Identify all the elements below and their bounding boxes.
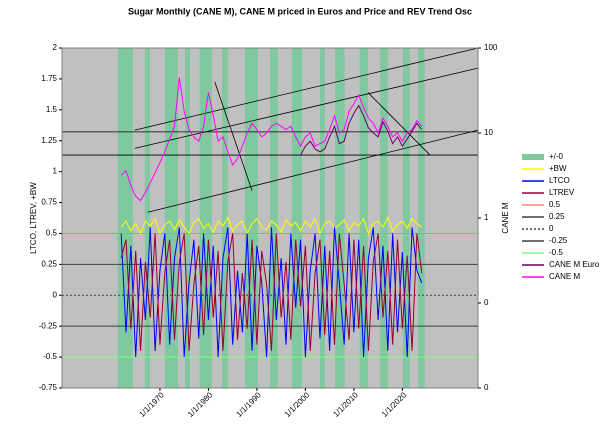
- trend-line: [214, 81, 253, 191]
- legend-label: 0: [549, 224, 554, 233]
- legend-label: CANE M Euro: [549, 260, 600, 269]
- x-tick-label: 1/1/2010: [331, 390, 360, 419]
- y-tick-label: 0.75: [41, 198, 57, 207]
- shade-band: [291, 48, 302, 388]
- trend-line: [134, 47, 479, 131]
- y2-axis-label: CANE M: [501, 202, 510, 233]
- legend-label: +BW: [549, 164, 567, 173]
- shade-band: [402, 48, 410, 388]
- y-axis-label: LTCO, LTREV, +BW: [29, 182, 38, 254]
- trend-line: [367, 92, 431, 156]
- legend-label: LTREV: [549, 188, 575, 197]
- shade-band: [199, 48, 212, 388]
- shade-band: [144, 48, 150, 388]
- y-tick-label: 1.75: [41, 74, 57, 83]
- y2-tick-label: 10: [484, 128, 493, 137]
- y-tick-label: 1.5: [46, 105, 58, 114]
- legend-label: LTCO: [549, 176, 570, 185]
- chart-title: Sugar Monthly (CANE M), CANE M priced in…: [128, 6, 472, 16]
- shade-band: [164, 48, 178, 388]
- y-tick-label: 0.5: [46, 229, 58, 238]
- x-tick-label: 1/1/1970: [137, 390, 166, 419]
- shade-band: [417, 48, 425, 388]
- y-tick-label: 1.25: [41, 136, 57, 145]
- series-line: [120, 227, 423, 358]
- series-line: [120, 77, 423, 202]
- y-tick-label: 0: [53, 290, 58, 299]
- y-tick-label: -0.25: [39, 321, 58, 330]
- x-tick-label: 1/1/1990: [234, 390, 263, 419]
- y2-tick-label: 0: [484, 298, 489, 307]
- y2-tick-label: 1: [484, 213, 489, 222]
- legend-label: 0.5: [549, 200, 561, 209]
- x-tick-label: 1/1/1980: [186, 390, 215, 419]
- shade-band: [334, 48, 345, 388]
- legend-label: +/-0: [549, 152, 564, 161]
- series-line: [300, 104, 423, 156]
- legend-swatch: [522, 154, 544, 160]
- trend-line: [134, 67, 479, 149]
- series-line: [120, 233, 423, 351]
- series-line: [120, 216, 423, 235]
- shade-band: [270, 48, 278, 388]
- shade-band: [222, 48, 228, 388]
- legend-label: CANE M: [549, 272, 580, 281]
- y2-tick-label: 0: [484, 383, 489, 392]
- y-tick-label: 2: [53, 43, 58, 52]
- trend-line: [147, 129, 479, 213]
- y-tick-label: 1: [53, 167, 58, 176]
- shade-band: [319, 48, 325, 388]
- y2-tick-label: 100: [484, 43, 498, 52]
- shade-band: [380, 48, 388, 388]
- legend-label: 0.25: [549, 212, 565, 221]
- shade-band: [185, 48, 190, 388]
- shade-band: [117, 48, 133, 388]
- y-tick-label: 0.25: [41, 259, 57, 268]
- legend-label: -0.5: [549, 248, 563, 257]
- y-tick-label: -0.5: [43, 352, 57, 361]
- legend-label: -0.25: [549, 236, 568, 245]
- x-tick-label: 1/1/2020: [380, 390, 409, 419]
- x-tick-label: 1/1/2000: [283, 390, 312, 419]
- y-tick-label: -0.75: [39, 383, 58, 392]
